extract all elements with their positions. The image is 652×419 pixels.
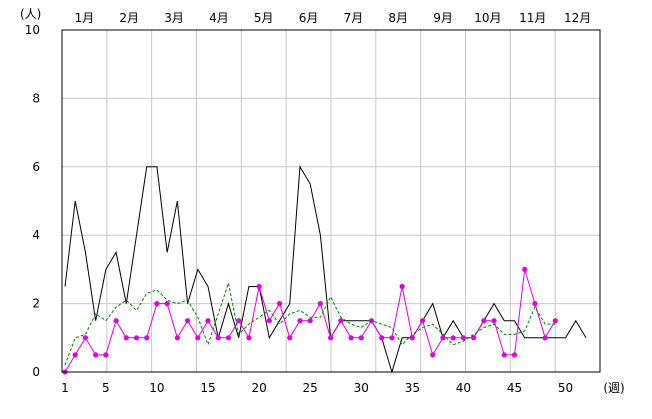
series-2-point <box>409 335 415 341</box>
series-2-point <box>317 301 323 307</box>
axis-labels: (人) (週) 0 2 4 6 8 10 1月 2月 3月 4月 5月 6月 7月 8月 9月 10月 11月 1… <box>20 7 625 395</box>
x-tick-label: 30 <box>354 381 369 395</box>
series-2-point <box>236 318 242 324</box>
y-tick-label: 8 <box>32 91 40 105</box>
series-2-point <box>195 335 201 341</box>
month-label: 3月 <box>164 11 184 25</box>
x-tick-label: 45 <box>507 381 522 395</box>
month-label: 8月 <box>388 11 408 25</box>
series-2-point <box>430 352 436 358</box>
series-2-point <box>389 335 395 341</box>
series-2-point <box>440 335 446 341</box>
series-2-point <box>276 301 283 307</box>
series-2-point <box>552 318 558 324</box>
series-2-point <box>379 335 385 341</box>
x-tick-label: 1 <box>61 381 69 395</box>
series-2-point <box>522 266 528 272</box>
series-2-point <box>184 318 191 324</box>
y-tick-label: 4 <box>32 228 40 242</box>
series-2-point <box>72 352 78 358</box>
x-tick-label: 20 <box>251 381 266 395</box>
series-2-point <box>297 318 303 324</box>
series-2-point <box>501 352 507 358</box>
series-2-point <box>205 318 211 324</box>
month-label: 5月 <box>254 11 274 25</box>
series-2-point <box>82 335 89 341</box>
month-label: 1月 <box>75 11 95 25</box>
series-2-point <box>174 335 180 341</box>
x-tick-label: 15 <box>200 381 215 395</box>
series-2-point <box>164 301 170 307</box>
series-line-3 <box>64 281 556 366</box>
series-2-point <box>491 318 497 324</box>
y-tick-label: 0 <box>32 365 40 379</box>
series-2-point <box>348 335 354 341</box>
plot-area-border <box>61 29 601 373</box>
x-axis-unit-label: (週) <box>603 381 624 395</box>
x-tick-label: 5 <box>102 381 110 395</box>
series-2-point <box>481 318 487 324</box>
series-2-point <box>123 335 129 341</box>
series-line-1 <box>64 165 587 374</box>
month-label: 9月 <box>433 11 453 25</box>
x-tick-label: 50 <box>558 381 573 395</box>
x-tick-label: 25 <box>303 381 318 395</box>
series-2-point <box>338 318 344 324</box>
series-2-point <box>113 318 119 324</box>
series-2-point <box>266 318 272 324</box>
series-2-point <box>215 335 221 341</box>
series-2-point <box>399 283 405 290</box>
series-2-point <box>93 352 99 358</box>
month-label: 6月 <box>299 11 319 25</box>
series-2-point <box>256 283 262 290</box>
y-tick-label: 6 <box>32 160 40 174</box>
series-2-point <box>419 318 426 324</box>
series-2-point <box>307 318 313 324</box>
series-2-point <box>287 335 293 341</box>
x-tick-label: 10 <box>149 381 164 395</box>
series-2-point <box>144 335 150 341</box>
month-label: 2月 <box>119 11 139 25</box>
month-label: 7月 <box>344 11 364 25</box>
series-2-point <box>133 335 140 341</box>
series-2-point <box>460 335 467 341</box>
series-2-point <box>542 335 548 341</box>
series-2-point <box>511 352 518 358</box>
month-label: 11月 <box>519 11 546 25</box>
month-label: 4月 <box>209 11 229 25</box>
series-2-point <box>532 301 538 307</box>
x-tick-label: 35 <box>405 381 420 395</box>
series-2-point <box>358 335 364 341</box>
month-label: 10月 <box>474 11 501 25</box>
month-label: 12月 <box>564 11 591 25</box>
x-tick-label: 40 <box>456 381 471 395</box>
y-tick-label: 10 <box>25 23 40 37</box>
series-2-point <box>246 335 252 341</box>
series-2-point <box>225 335 232 341</box>
y-axis-unit-label: (人) <box>20 7 41 21</box>
series-layer <box>62 165 587 375</box>
series-2-point <box>450 335 456 341</box>
y-tick-label: 2 <box>32 297 40 311</box>
series-2-point <box>328 335 334 341</box>
series-2-point <box>154 301 160 307</box>
series-2-point <box>471 335 477 341</box>
series-2-point <box>103 352 109 358</box>
